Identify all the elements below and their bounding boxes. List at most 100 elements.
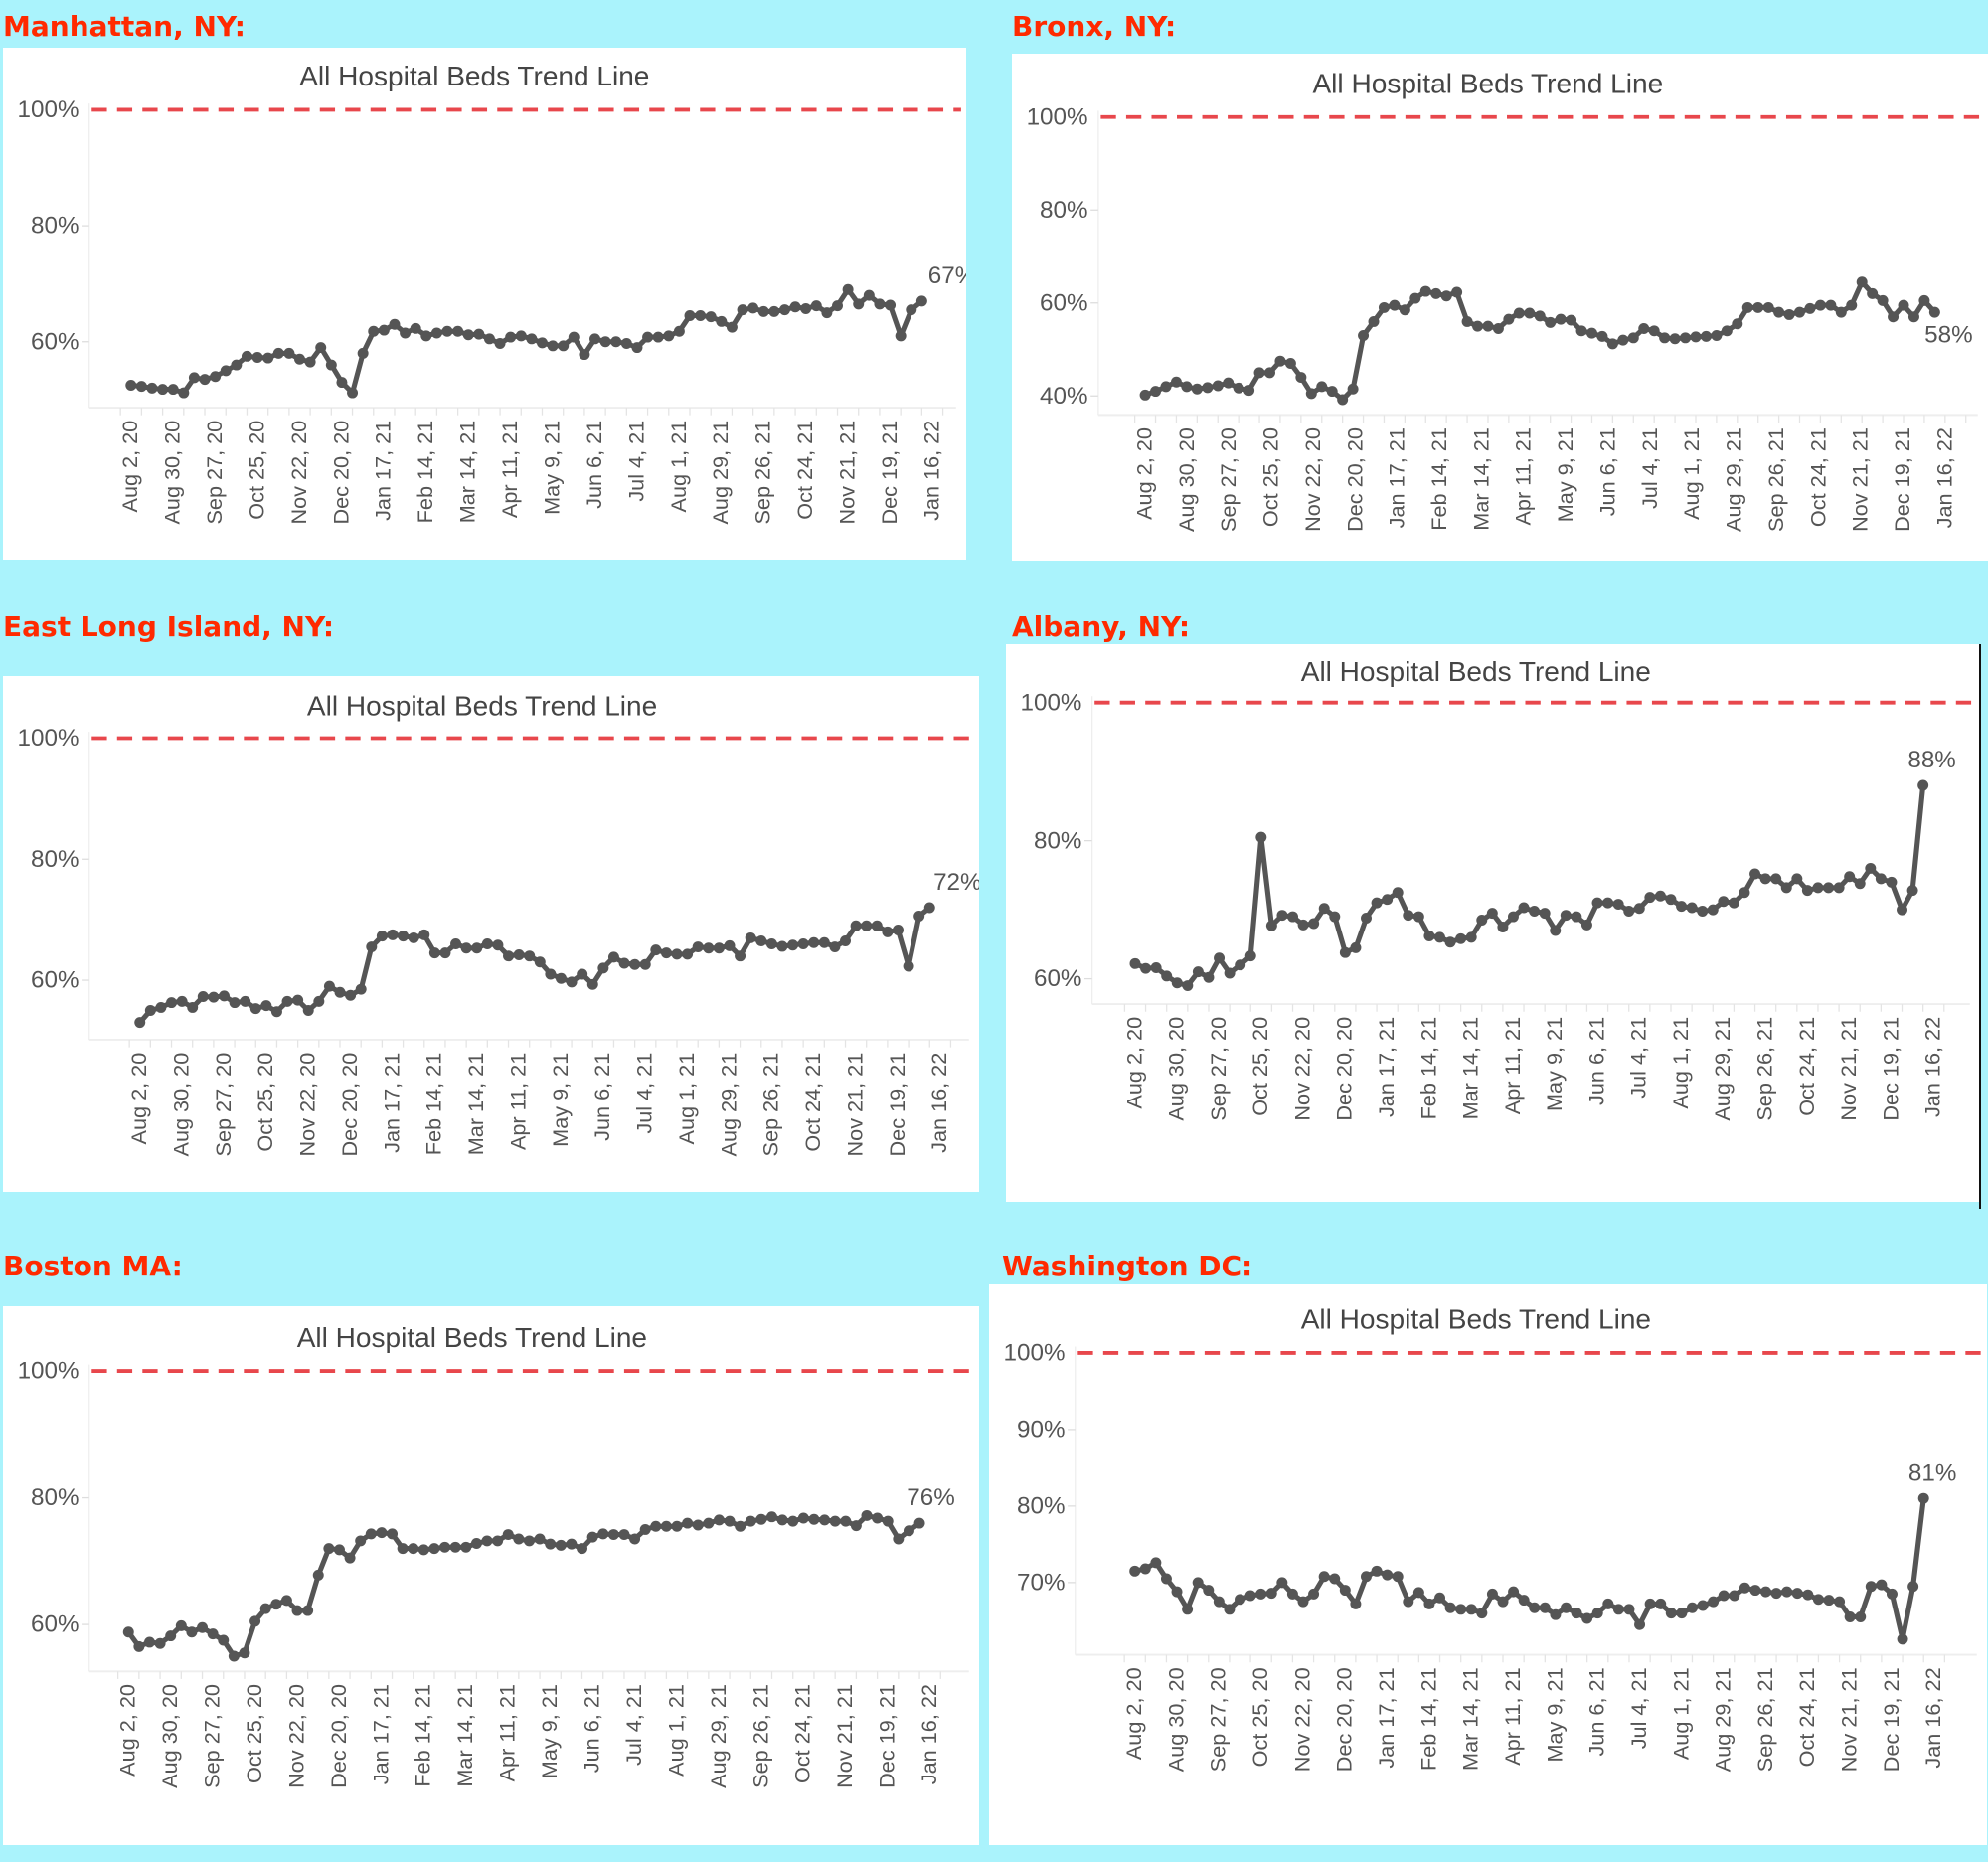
data-point (125, 380, 137, 391)
x-tick-label: May 9, 21 (539, 421, 564, 515)
x-tick-label: Dec 19, 21 (1878, 1017, 1903, 1121)
data-point (251, 352, 263, 363)
data-point (473, 328, 485, 340)
data-point (1602, 1598, 1614, 1609)
data-point (1465, 1604, 1477, 1615)
x-tick-label: Jun 6, 21 (581, 421, 606, 509)
data-point (1875, 873, 1887, 885)
data-point (695, 310, 707, 321)
data-point (157, 384, 169, 396)
x-tick-label: Aug 29, 21 (1722, 427, 1746, 532)
data-point (1812, 1594, 1824, 1606)
data-point (208, 991, 220, 1003)
x-tick-label: Sep 26, 21 (758, 1053, 783, 1157)
data-point (336, 377, 348, 389)
data-point (220, 365, 232, 377)
data-point (1284, 358, 1296, 370)
data-point (1571, 1608, 1582, 1619)
data-point (1655, 1598, 1667, 1609)
data-point (1409, 292, 1421, 304)
y-tick-label: 100% (1004, 1340, 1066, 1367)
x-tick-label: Aug 29, 21 (716, 1053, 741, 1157)
data-point (523, 1535, 535, 1547)
data-point (1486, 908, 1498, 920)
data-point (492, 1535, 504, 1547)
data-point (1907, 311, 1919, 323)
last-value-label: 81% (1908, 1459, 1957, 1486)
x-tick-label: Jan 17, 21 (1374, 1017, 1399, 1117)
data-point (861, 920, 873, 931)
data-point (1192, 1577, 1204, 1589)
data-point (650, 1520, 662, 1532)
data-point (241, 350, 252, 362)
data-point (483, 333, 495, 345)
chart-title: All Hospital Beds Trend Line (297, 1322, 647, 1353)
data-point (586, 1531, 598, 1543)
data-point (1224, 1604, 1236, 1615)
data-point (503, 950, 514, 962)
x-tick-label: Feb 14, 21 (413, 421, 437, 524)
data-point (526, 333, 538, 345)
data-point (1423, 1598, 1435, 1609)
data-point (1876, 1579, 1888, 1591)
data-point (797, 938, 809, 949)
x-tick-label: May 9, 21 (548, 1053, 573, 1147)
x-tick-label: Nov 21, 21 (1848, 427, 1873, 532)
data-point (313, 995, 325, 1007)
data-point (186, 1626, 198, 1638)
data-point (1360, 1571, 1372, 1583)
data-point (144, 1005, 156, 1016)
data-point (294, 353, 305, 365)
data-point (1419, 285, 1431, 297)
data-point (713, 1514, 725, 1526)
x-tick-label: Aug 30, 20 (1163, 1667, 1188, 1772)
data-point (1644, 892, 1656, 904)
x-tick-label: Oct 24, 21 (1794, 1667, 1819, 1767)
data-point (400, 327, 412, 339)
data-point (199, 374, 211, 386)
data-point (410, 322, 421, 334)
data-point (471, 942, 483, 954)
x-tick-label: Aug 30, 20 (157, 1684, 182, 1788)
data-point (840, 934, 851, 946)
x-tick-label: Dec 20, 20 (1332, 1017, 1357, 1121)
data-point (1783, 308, 1795, 320)
data-point (1444, 1602, 1456, 1613)
data-point (566, 976, 578, 988)
data-point (1752, 301, 1764, 313)
data-point (450, 938, 462, 949)
data-point (1213, 1596, 1225, 1608)
x-tick-label: Jul 4, 21 (623, 421, 648, 502)
data-point (787, 1515, 799, 1527)
data-point (1347, 383, 1359, 395)
data-point (1308, 918, 1320, 930)
x-tick-label: Sep 26, 21 (1751, 1017, 1776, 1121)
last-value-label: 67% (928, 262, 966, 289)
data-point (1233, 382, 1244, 394)
data-point (1762, 301, 1774, 313)
data-point (366, 941, 378, 953)
data-point (1606, 338, 1618, 350)
data-point (1182, 1604, 1194, 1615)
x-tick-label: Jun 6, 21 (1583, 1017, 1608, 1105)
data-point (1392, 887, 1404, 899)
chart-panel-albany: All Hospital Beds Trend Line 60% 80% 100% Au… (1006, 644, 1980, 1202)
data-point (1212, 380, 1224, 392)
data-point (1770, 873, 1782, 885)
data-point (1825, 299, 1837, 311)
data-point (1235, 1594, 1245, 1606)
x-tick-label: Aug 30, 20 (160, 421, 185, 525)
data-point (692, 941, 704, 953)
x-tick-label: Jul 4, 21 (1637, 427, 1662, 509)
data-point (1350, 941, 1362, 953)
data-point (315, 342, 327, 354)
data-point (1513, 307, 1525, 319)
data-point (660, 1520, 672, 1532)
data-point (684, 310, 696, 321)
data-point (260, 1000, 272, 1012)
x-tick-label: Nov 21, 21 (1837, 1667, 1862, 1772)
data-point (1846, 299, 1858, 311)
data-point (1129, 1565, 1141, 1577)
data-point (1265, 920, 1277, 931)
data-point (819, 1514, 831, 1526)
